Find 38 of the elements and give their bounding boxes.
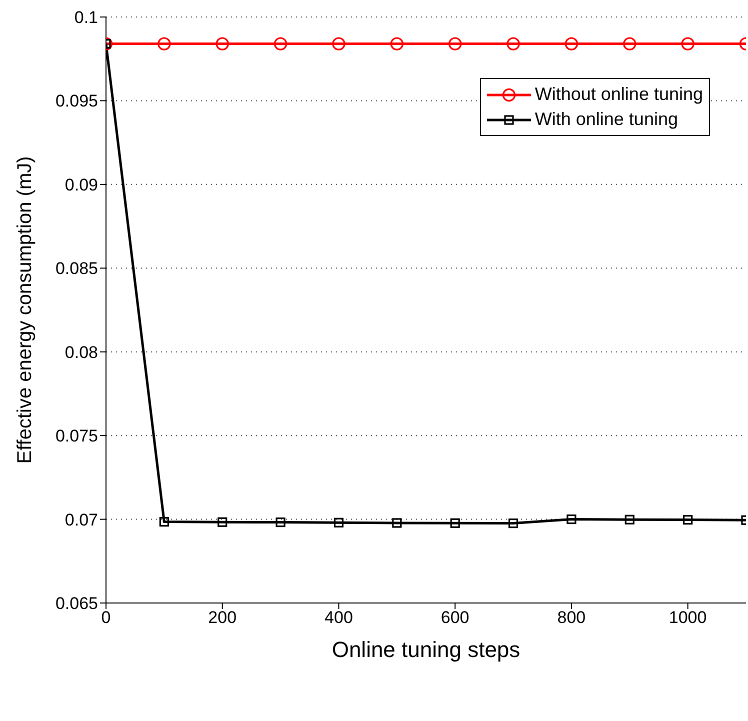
point <box>681 37 694 50</box>
x-tick-label: 200 <box>208 608 237 628</box>
x-tick-label: 0 <box>101 608 111 628</box>
point <box>332 37 346 50</box>
point <box>566 514 576 524</box>
point <box>216 37 229 50</box>
x-tick-label: 400 <box>324 608 353 628</box>
point <box>392 518 402 528</box>
x-axis-title: Online tuning steps <box>332 637 520 662</box>
legend-label: With online tuning <box>534 109 678 130</box>
point <box>390 37 404 50</box>
point <box>508 518 518 528</box>
y-tick-label: 0.09 <box>64 175 98 194</box>
point <box>683 514 693 525</box>
y-tick-label: 0.075 <box>55 426 98 446</box>
point <box>276 518 286 528</box>
y-tick-label: 0.07 <box>64 510 98 530</box>
y-tick-label: 0.095 <box>55 92 98 111</box>
point <box>334 518 344 528</box>
point <box>506 37 520 50</box>
point <box>564 37 578 50</box>
point <box>624 514 634 524</box>
y-tick-label: 0.085 <box>55 259 98 278</box>
point <box>159 516 169 527</box>
point <box>450 518 460 528</box>
point <box>623 37 636 50</box>
x-tick-label: 1000 <box>668 608 707 628</box>
y-axis-title: Effective energy consumption (mJ) <box>14 156 36 464</box>
legend-label: Without online tuning <box>534 84 703 105</box>
point <box>158 37 171 50</box>
point <box>274 37 288 50</box>
x-tick-label: 800 <box>557 608 586 628</box>
point <box>448 37 462 50</box>
point <box>218 517 228 527</box>
x-tick-label: 600 <box>440 608 470 628</box>
y-tick-label: 0.1 <box>74 8 98 28</box>
y-tick-label: 0.08 <box>64 342 98 362</box>
y-tick-label: 0.065 <box>55 594 98 614</box>
